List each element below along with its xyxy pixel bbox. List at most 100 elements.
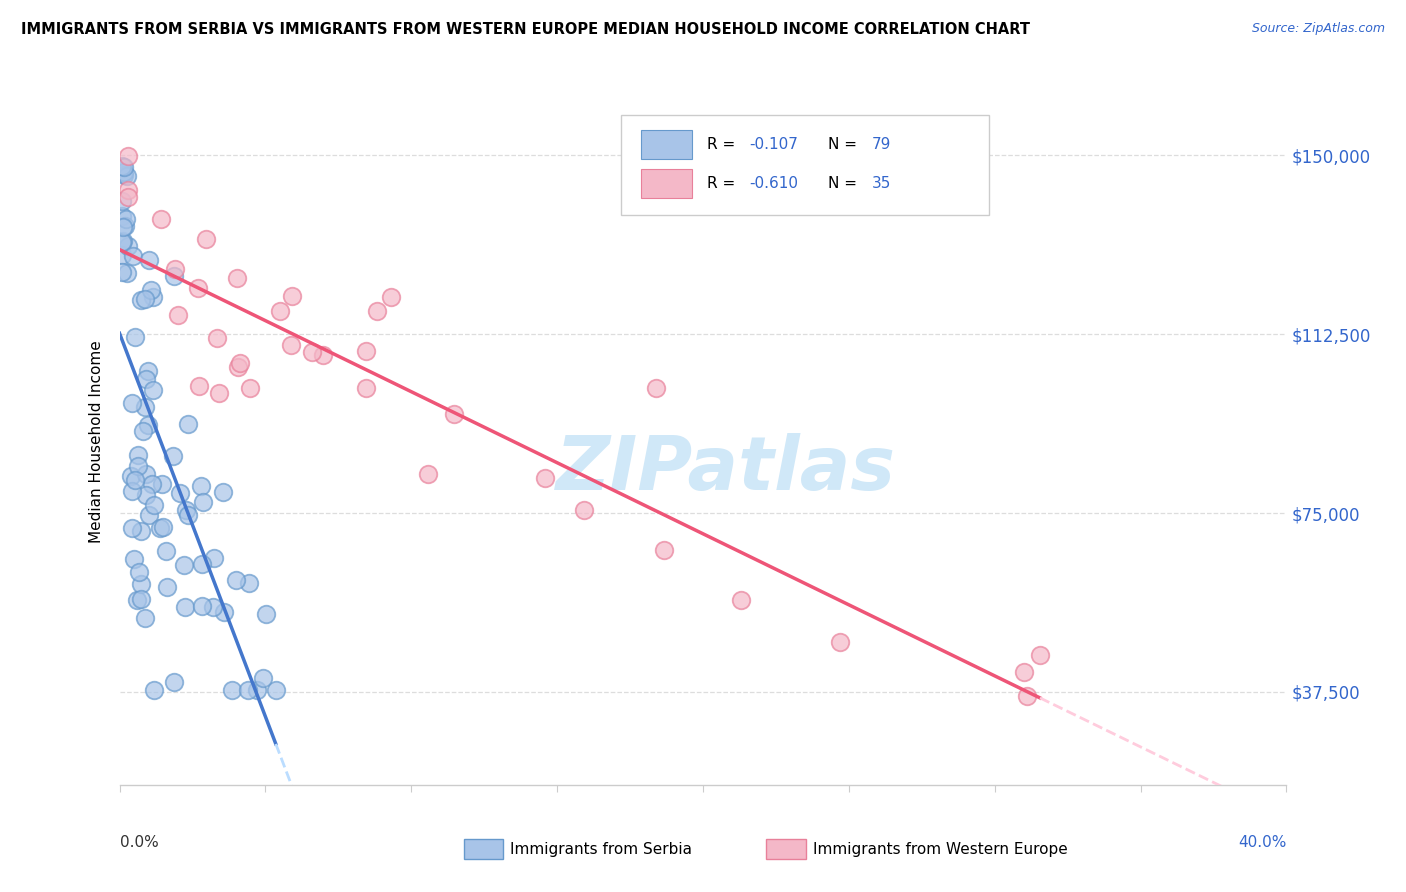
- Point: [143, 682, 166, 697]
- Point: [191, 599, 214, 613]
- Point: [188, 379, 211, 393]
- Point: [134, 611, 156, 625]
- Point: [149, 212, 172, 227]
- Point: [111, 209, 134, 223]
- Text: IMMIGRANTS FROM SERBIA VS IMMIGRANTS FROM WESTERN EUROPE MEDIAN HOUSEHOLD INCOME: IMMIGRANTS FROM SERBIA VS IMMIGRANTS FRO…: [21, 22, 1031, 37]
- Point: [127, 458, 149, 473]
- Text: -0.107: -0.107: [749, 137, 799, 153]
- Point: [156, 580, 179, 594]
- Text: 79: 79: [872, 137, 891, 153]
- Point: [141, 283, 163, 297]
- Point: [128, 565, 150, 579]
- Point: [205, 331, 228, 345]
- Point: [252, 671, 274, 685]
- Point: [195, 232, 218, 246]
- Point: [120, 469, 142, 483]
- Point: [142, 384, 165, 398]
- Point: [124, 473, 146, 487]
- Point: [163, 674, 186, 689]
- Point: [131, 591, 153, 606]
- Text: 0.0%: 0.0%: [120, 835, 159, 850]
- Text: Immigrants from Serbia: Immigrants from Serbia: [510, 842, 692, 856]
- Point: [177, 508, 200, 522]
- Point: [135, 488, 157, 502]
- Point: [111, 194, 134, 209]
- FancyBboxPatch shape: [621, 115, 988, 215]
- Point: [134, 292, 156, 306]
- Point: [112, 161, 135, 175]
- Bar: [641, 169, 693, 198]
- Text: ZIPatlas: ZIPatlas: [557, 433, 897, 506]
- Point: [236, 682, 259, 697]
- Point: [654, 542, 676, 557]
- Point: [245, 682, 267, 697]
- Point: [162, 449, 184, 463]
- Point: [187, 281, 209, 295]
- Point: [380, 290, 402, 304]
- Point: [644, 381, 666, 395]
- Point: [828, 635, 851, 649]
- Point: [124, 330, 146, 344]
- Point: [111, 235, 134, 250]
- Point: [221, 682, 243, 697]
- Point: [264, 682, 287, 697]
- Point: [167, 309, 190, 323]
- Point: [174, 503, 197, 517]
- Point: [190, 479, 212, 493]
- Point: [111, 159, 134, 173]
- Point: [143, 498, 166, 512]
- Text: 40.0%: 40.0%: [1239, 835, 1286, 850]
- Point: [138, 508, 160, 522]
- Point: [114, 219, 136, 233]
- Point: [173, 599, 195, 614]
- Point: [225, 574, 247, 588]
- Point: [191, 558, 214, 572]
- Point: [125, 592, 148, 607]
- Point: [239, 381, 262, 395]
- Point: [163, 261, 186, 276]
- Point: [1029, 648, 1052, 663]
- Point: [280, 289, 302, 303]
- Point: [121, 521, 143, 535]
- Point: [136, 364, 159, 378]
- Text: -0.610: -0.610: [749, 176, 799, 191]
- Point: [208, 386, 231, 401]
- Point: [254, 607, 277, 621]
- Point: [149, 521, 172, 535]
- Point: [226, 359, 249, 374]
- Point: [155, 544, 177, 558]
- Point: [1012, 665, 1035, 680]
- Point: [229, 356, 252, 370]
- Point: [138, 252, 160, 267]
- Bar: [641, 130, 693, 160]
- Point: [142, 290, 165, 304]
- Point: [117, 190, 139, 204]
- Point: [117, 149, 139, 163]
- Point: [1015, 689, 1038, 703]
- Point: [114, 211, 136, 226]
- Point: [136, 418, 159, 433]
- Point: [534, 471, 557, 485]
- Point: [129, 524, 152, 538]
- Point: [141, 477, 163, 491]
- Point: [163, 268, 186, 283]
- Point: [301, 344, 323, 359]
- Point: [150, 477, 173, 491]
- Point: [121, 483, 143, 498]
- Point: [117, 266, 139, 280]
- Point: [121, 396, 143, 410]
- Point: [312, 348, 335, 362]
- Point: [112, 165, 135, 179]
- Text: Immigrants from Western Europe: Immigrants from Western Europe: [813, 842, 1067, 856]
- Point: [111, 264, 134, 278]
- Point: [202, 550, 225, 565]
- Point: [169, 486, 191, 500]
- Point: [202, 599, 225, 614]
- Text: 35: 35: [872, 176, 891, 191]
- Point: [135, 372, 157, 386]
- Point: [354, 380, 377, 394]
- Point: [131, 424, 153, 438]
- Point: [112, 234, 135, 248]
- Point: [152, 520, 174, 534]
- Y-axis label: Median Household Income: Median Household Income: [89, 340, 104, 543]
